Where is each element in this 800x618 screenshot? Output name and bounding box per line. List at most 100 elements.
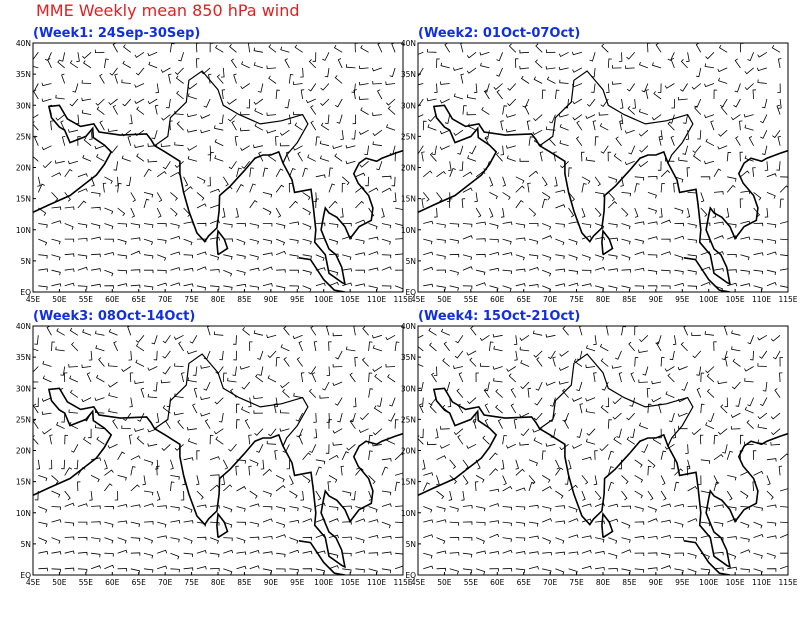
wind-barb — [655, 335, 662, 345]
wind-barb — [674, 235, 685, 240]
wind-barb — [236, 565, 247, 570]
wind-barb — [204, 419, 211, 429]
wind-barb — [96, 436, 105, 445]
wind-barb — [267, 375, 277, 383]
wind-barb — [731, 330, 741, 336]
wind-barb — [368, 251, 379, 256]
wind-barb — [122, 412, 132, 422]
wind-barb — [479, 363, 490, 367]
wind-barb — [170, 282, 181, 287]
wind-barb — [476, 253, 486, 258]
wind-barb — [634, 221, 645, 225]
wind-barb — [515, 521, 526, 527]
wind-barb — [730, 426, 741, 430]
wind-barb — [762, 381, 768, 392]
wind-barb — [568, 192, 575, 202]
wind-barb — [674, 481, 680, 492]
wind-barb — [389, 397, 396, 407]
wind-barb — [183, 567, 194, 571]
wind-barb — [595, 550, 605, 555]
wind-barb — [160, 67, 171, 73]
x-tick-label: 70E — [543, 295, 558, 304]
wind-barb — [325, 444, 330, 454]
wind-barb — [308, 388, 317, 398]
wind-barb — [262, 283, 273, 287]
wind-barb — [196, 285, 207, 291]
wind-barb — [72, 83, 79, 93]
wind-barb — [33, 121, 39, 131]
wind-barb — [515, 268, 526, 273]
wind-barb — [453, 129, 464, 136]
wind-barb — [289, 490, 298, 499]
wind-barb — [328, 565, 339, 570]
wind-barb — [214, 125, 224, 131]
wind-barb — [51, 475, 59, 484]
wind-barb — [449, 253, 460, 258]
x-tick-label: 105E — [726, 295, 745, 304]
wind-barb — [187, 438, 198, 445]
wind-barb — [752, 450, 757, 460]
wind-barb — [64, 434, 69, 445]
wind-barb — [502, 285, 512, 292]
wind-barb — [462, 537, 473, 541]
wind-barb — [209, 537, 220, 544]
wind-barb — [541, 192, 551, 200]
wind-barb — [192, 403, 198, 414]
wind-barb — [381, 466, 389, 476]
wind-barb — [744, 441, 754, 446]
x-tick-label: 90E — [649, 295, 664, 304]
wind-barb — [647, 403, 652, 414]
wind-barb — [453, 365, 463, 369]
wind-barb — [209, 188, 220, 193]
wind-barb — [740, 490, 749, 499]
wind-barb — [183, 457, 194, 461]
wind-barb — [436, 519, 447, 523]
border — [154, 70, 309, 164]
x-tick-label: 95E — [675, 578, 690, 587]
wind-barb — [55, 346, 65, 352]
wind-barb — [266, 334, 277, 339]
wind-barb — [61, 459, 66, 470]
wind-barb — [539, 151, 544, 162]
border — [539, 353, 694, 447]
wind-barb — [394, 472, 403, 476]
wind-barb — [70, 444, 79, 453]
wind-barb — [134, 380, 145, 384]
wind-barb — [94, 145, 105, 150]
wind-barb — [381, 535, 392, 540]
wind-barb — [156, 207, 162, 218]
wind-barb — [449, 506, 459, 512]
wind-barb — [431, 145, 437, 156]
wind-barb — [148, 61, 158, 69]
wind-barb — [234, 136, 239, 146]
wind-barb — [470, 326, 477, 336]
wind-barb — [170, 506, 180, 511]
wind-barb — [713, 475, 719, 486]
x-tick-label: 100E — [314, 578, 333, 587]
wind-barb — [68, 129, 78, 133]
wind-barb — [686, 167, 691, 177]
wind-barb — [51, 238, 61, 245]
wind-barb — [720, 404, 728, 414]
wind-barb — [572, 51, 583, 56]
wind-barb — [542, 269, 552, 277]
wind-barb — [555, 490, 564, 499]
wind-barb — [346, 443, 356, 451]
wind-barb — [64, 536, 75, 540]
wind-barb — [258, 366, 264, 376]
wind-barb — [555, 505, 566, 509]
wind-barb — [515, 200, 524, 209]
wind-barb — [492, 366, 503, 370]
y-tick-label: 35N — [16, 353, 31, 362]
wind-barb — [489, 551, 500, 555]
wind-barb — [502, 568, 513, 572]
wind-barb — [457, 434, 464, 445]
wind-barb — [162, 405, 171, 414]
wind-barb — [439, 443, 450, 449]
wind-barb — [90, 475, 100, 483]
wind-barb — [223, 269, 233, 277]
wind-barb — [607, 58, 612, 68]
wind-barb — [170, 223, 180, 229]
wind-barb — [395, 521, 403, 523]
